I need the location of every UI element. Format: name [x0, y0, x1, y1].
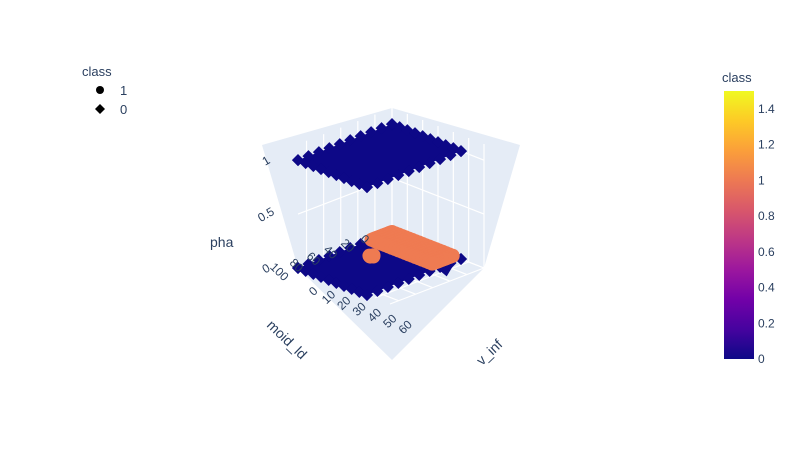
- class-0-marker: [375, 122, 388, 135]
- legend-diamond-marker: [95, 104, 105, 114]
- class-0-marker: [302, 150, 315, 163]
- colorbar-title: class: [722, 70, 752, 85]
- grid-line: [374, 261, 469, 299]
- colorbar-tick-label: 0.2: [758, 316, 775, 330]
- class-0-marker: [371, 177, 384, 190]
- class-0-marker: [312, 146, 325, 159]
- colorbar-tick-label: 0.6: [758, 245, 775, 259]
- colorbar-tick-label: 1.2: [758, 138, 775, 152]
- class-0-marker: [333, 246, 346, 258]
- class-0-marker: [312, 254, 325, 266]
- colorbar-tick-label: 1.4: [758, 102, 775, 116]
- class-1-small-marker: [363, 249, 378, 264]
- grid-line: [391, 177, 485, 215]
- legend-title: class: [82, 64, 112, 79]
- class-0-marker: [402, 165, 415, 178]
- colorbar-ticks: 0 0.2 0.4 0.6 0.8 1 1.2 1.4: [758, 102, 775, 366]
- z-axis-title: pha: [210, 234, 234, 250]
- class-0-marker: [392, 277, 405, 289]
- class-0-marker: [392, 169, 405, 182]
- class-0-marker: [365, 126, 378, 139]
- x-axis-title: v_inf: [473, 336, 505, 368]
- class-0-marker: [323, 250, 336, 262]
- class-1-marker: [425, 256, 440, 271]
- legend-item-0[interactable]: 0: [95, 102, 127, 117]
- scene-3d[interactable]: [262, 108, 520, 360]
- colorbar-tick-label: 0: [758, 352, 765, 366]
- colorbar-gradient: [724, 91, 754, 359]
- y-axis-title: moid_ld: [264, 317, 310, 363]
- class-0-marker: [434, 153, 447, 166]
- class-0-marker: [381, 173, 394, 186]
- colorbar: class 0 0.2 0.4 0.6 0.8 1 1.2 1.4: [722, 70, 775, 366]
- class-0-marker: [423, 157, 436, 170]
- class-0-marker: [386, 118, 398, 131]
- legend-circle-marker: [96, 86, 104, 94]
- class-0-marker: [323, 142, 336, 155]
- class-0-marker: [393, 121, 406, 134]
- colorbar-tick-label: 1: [758, 173, 765, 187]
- legend-item-1[interactable]: 1: [96, 83, 127, 98]
- data-clusters: [292, 118, 467, 301]
- colorbar-tick-label: 0.8: [758, 209, 775, 223]
- class-0-marker: [354, 238, 367, 250]
- class-0-marker: [413, 269, 426, 281]
- class-0-marker: [333, 138, 346, 151]
- z-tick-label: 0.5: [255, 204, 277, 225]
- class-0-marker: [361, 181, 373, 194]
- legend-item-0-label: 0: [120, 102, 127, 117]
- class-0-marker: [413, 161, 426, 174]
- class-0-marker: [381, 281, 394, 293]
- class-0-marker: [361, 289, 373, 301]
- class-0-marker: [344, 242, 357, 254]
- legend[interactable]: class 1 0: [82, 64, 127, 117]
- grid-line: [389, 267, 485, 305]
- class-0-cluster-pha-1: [298, 124, 461, 188]
- class-0-marker: [292, 154, 304, 167]
- class-0-marker: [344, 134, 357, 147]
- colorbar-tick-label: 0.4: [758, 281, 775, 295]
- class-0-marker: [402, 273, 415, 285]
- class-0-marker: [371, 285, 384, 297]
- legend-item-1-label: 1: [120, 83, 127, 98]
- class-0-marker: [292, 262, 304, 274]
- class-0-marker: [455, 145, 467, 158]
- class-0-marker: [354, 130, 367, 143]
- class-0-marker: [302, 258, 315, 270]
